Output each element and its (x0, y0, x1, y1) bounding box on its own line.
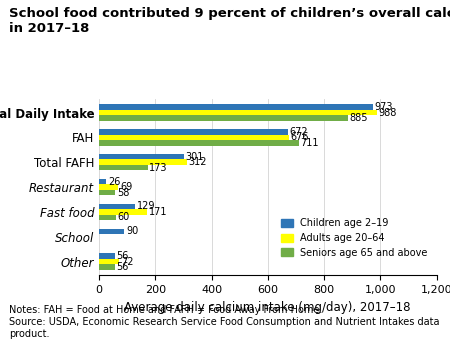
Text: 26: 26 (108, 176, 121, 187)
Text: 301: 301 (185, 152, 204, 162)
Text: 90: 90 (126, 226, 138, 237)
Text: 988: 988 (378, 108, 397, 118)
Bar (99, 229, 124, 234)
Bar (99, 165, 148, 170)
Text: 672: 672 (290, 127, 308, 137)
Text: 56: 56 (117, 251, 129, 261)
Text: 711: 711 (301, 138, 319, 148)
Bar (99, 140, 299, 145)
Text: 171: 171 (149, 207, 167, 217)
Text: 312: 312 (189, 157, 207, 167)
Text: 973: 973 (374, 102, 393, 112)
Text: 60: 60 (117, 213, 130, 222)
Bar (99, 104, 373, 110)
Bar (99, 154, 184, 160)
Text: 72: 72 (121, 257, 134, 267)
Bar (99, 215, 116, 220)
Bar (99, 110, 377, 115)
Bar (99, 160, 187, 165)
Bar (99, 115, 348, 121)
Text: 56: 56 (117, 262, 129, 272)
Bar (99, 134, 289, 140)
Text: 129: 129 (137, 202, 155, 211)
Text: 69: 69 (120, 182, 132, 192)
Bar (99, 264, 115, 270)
Bar (99, 253, 115, 259)
Bar (99, 129, 288, 134)
Text: 885: 885 (350, 113, 368, 123)
Text: 173: 173 (149, 163, 168, 173)
Text: School food contributed 9 percent of children’s overall calcium intake
in 2017–1: School food contributed 9 percent of chi… (9, 7, 450, 35)
Bar (99, 179, 106, 184)
X-axis label: Average daily calcium intake (mg/day), 2017–18: Average daily calcium intake (mg/day), 2… (125, 301, 411, 313)
Text: 676: 676 (291, 132, 309, 142)
Text: 58: 58 (117, 187, 130, 198)
Bar (99, 259, 119, 264)
Text: Notes: FAH = Food at Home and FAFH = Food Away From Home.
Source: USDA, Economic: Notes: FAH = Food at Home and FAFH = Foo… (9, 305, 440, 339)
Bar (99, 184, 118, 190)
Bar (99, 204, 135, 209)
Legend: Children age 2–19, Adults age 20–64, Seniors age 65 and above: Children age 2–19, Adults age 20–64, Sen… (277, 214, 432, 262)
Bar (99, 209, 147, 215)
Bar (99, 190, 115, 195)
